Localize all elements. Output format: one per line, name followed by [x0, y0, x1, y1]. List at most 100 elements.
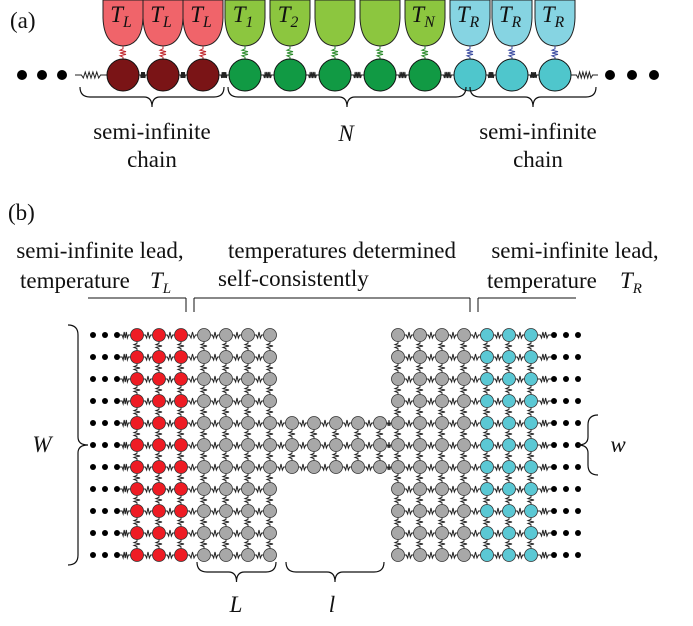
- lattice-site: [264, 395, 277, 408]
- spring: [201, 430, 207, 439]
- spring: [156, 364, 162, 373]
- ellipsis-dot: [575, 332, 581, 338]
- lattice-site: [220, 549, 233, 562]
- spring: [471, 442, 481, 448]
- spring: [287, 46, 293, 60]
- spring: [233, 464, 242, 470]
- spring: [321, 464, 330, 470]
- spring: [134, 342, 140, 351]
- spring: [439, 386, 445, 395]
- lattice-site: [436, 395, 449, 408]
- spring: [211, 354, 220, 360]
- ellipsis-dot: [90, 354, 96, 360]
- lattice-site: [392, 527, 405, 540]
- lattice-site: [242, 549, 255, 562]
- lattice-site: [198, 395, 211, 408]
- spring: [506, 342, 512, 351]
- spring: [134, 518, 140, 527]
- spring: [538, 552, 552, 558]
- spring: [299, 442, 308, 448]
- spring: [471, 552, 481, 558]
- spring: [223, 386, 229, 395]
- spring: [144, 376, 153, 382]
- ellipsis-dot: [114, 376, 120, 382]
- spring: [449, 486, 458, 492]
- spring: [178, 452, 184, 461]
- lattice-site: [242, 329, 255, 342]
- lattice-site: [525, 505, 538, 518]
- ellipsis-dot: [575, 530, 581, 536]
- lattice-site: [525, 527, 538, 540]
- ellipsis-dot: [114, 508, 120, 514]
- spring: [484, 364, 490, 373]
- lattice-site: [436, 549, 449, 562]
- spring: [387, 420, 392, 426]
- subscript: 2: [290, 14, 298, 31]
- ellipsis-dot: [563, 508, 569, 514]
- ellipsis-dot: [114, 332, 120, 338]
- spring: [178, 386, 184, 395]
- spring: [166, 508, 175, 514]
- spring: [516, 398, 525, 404]
- spring: [223, 342, 229, 351]
- spring: [267, 408, 273, 417]
- spring: [449, 464, 458, 470]
- ellipsis-dot: [563, 530, 569, 536]
- spring: [223, 408, 229, 417]
- spring: [449, 508, 458, 514]
- lattice-site: [481, 395, 494, 408]
- subscript: 1: [245, 14, 253, 31]
- ellipsis-dot: [575, 420, 581, 426]
- spring: [405, 464, 414, 470]
- spring: [484, 430, 490, 439]
- ellipsis-dot: [551, 376, 557, 382]
- lattice-site: [503, 505, 516, 518]
- spring: [417, 474, 423, 483]
- spring: [201, 342, 207, 351]
- spring: [233, 508, 242, 514]
- spring: [471, 354, 481, 360]
- spring: [201, 364, 207, 373]
- reservoir: [315, 0, 355, 46]
- lattice-site: [153, 395, 166, 408]
- spring: [461, 364, 467, 373]
- spring: [245, 474, 251, 483]
- spring: [166, 398, 175, 404]
- lattice-site: [481, 461, 494, 474]
- spring: [211, 552, 220, 558]
- spring: [139, 72, 147, 78]
- lattice-site: [286, 439, 299, 452]
- lattice-site: [525, 549, 538, 562]
- ellipsis-dot: [102, 552, 108, 558]
- lattice-site: [414, 527, 427, 540]
- spring: [156, 540, 162, 549]
- ellipsis-dot: [551, 464, 557, 470]
- spring: [494, 464, 503, 470]
- spring: [75, 72, 107, 78]
- chain-atom: [539, 59, 571, 91]
- ellipsis-dot: [114, 354, 120, 360]
- spring: [449, 530, 458, 536]
- dimension-label: L: [229, 592, 243, 617]
- spring: [120, 442, 131, 448]
- spring: [156, 452, 162, 461]
- spring: [471, 464, 481, 470]
- ellipsis-dot: [17, 70, 27, 80]
- spring: [144, 398, 153, 404]
- ellipsis-dot: [551, 552, 557, 558]
- spring: [461, 342, 467, 351]
- spring: [178, 474, 184, 483]
- lattice-site: [525, 417, 538, 430]
- lattice-site: [525, 373, 538, 386]
- lattice-site: [131, 373, 144, 386]
- lattice-site: [330, 417, 343, 430]
- spring: [461, 496, 467, 505]
- spring: [311, 452, 317, 461]
- spring: [134, 364, 140, 373]
- lattice-site: [220, 373, 233, 386]
- lattice-site: [220, 505, 233, 518]
- spring: [538, 508, 552, 514]
- lattice-site: [436, 373, 449, 386]
- spring: [439, 408, 445, 417]
- spring: [449, 442, 458, 448]
